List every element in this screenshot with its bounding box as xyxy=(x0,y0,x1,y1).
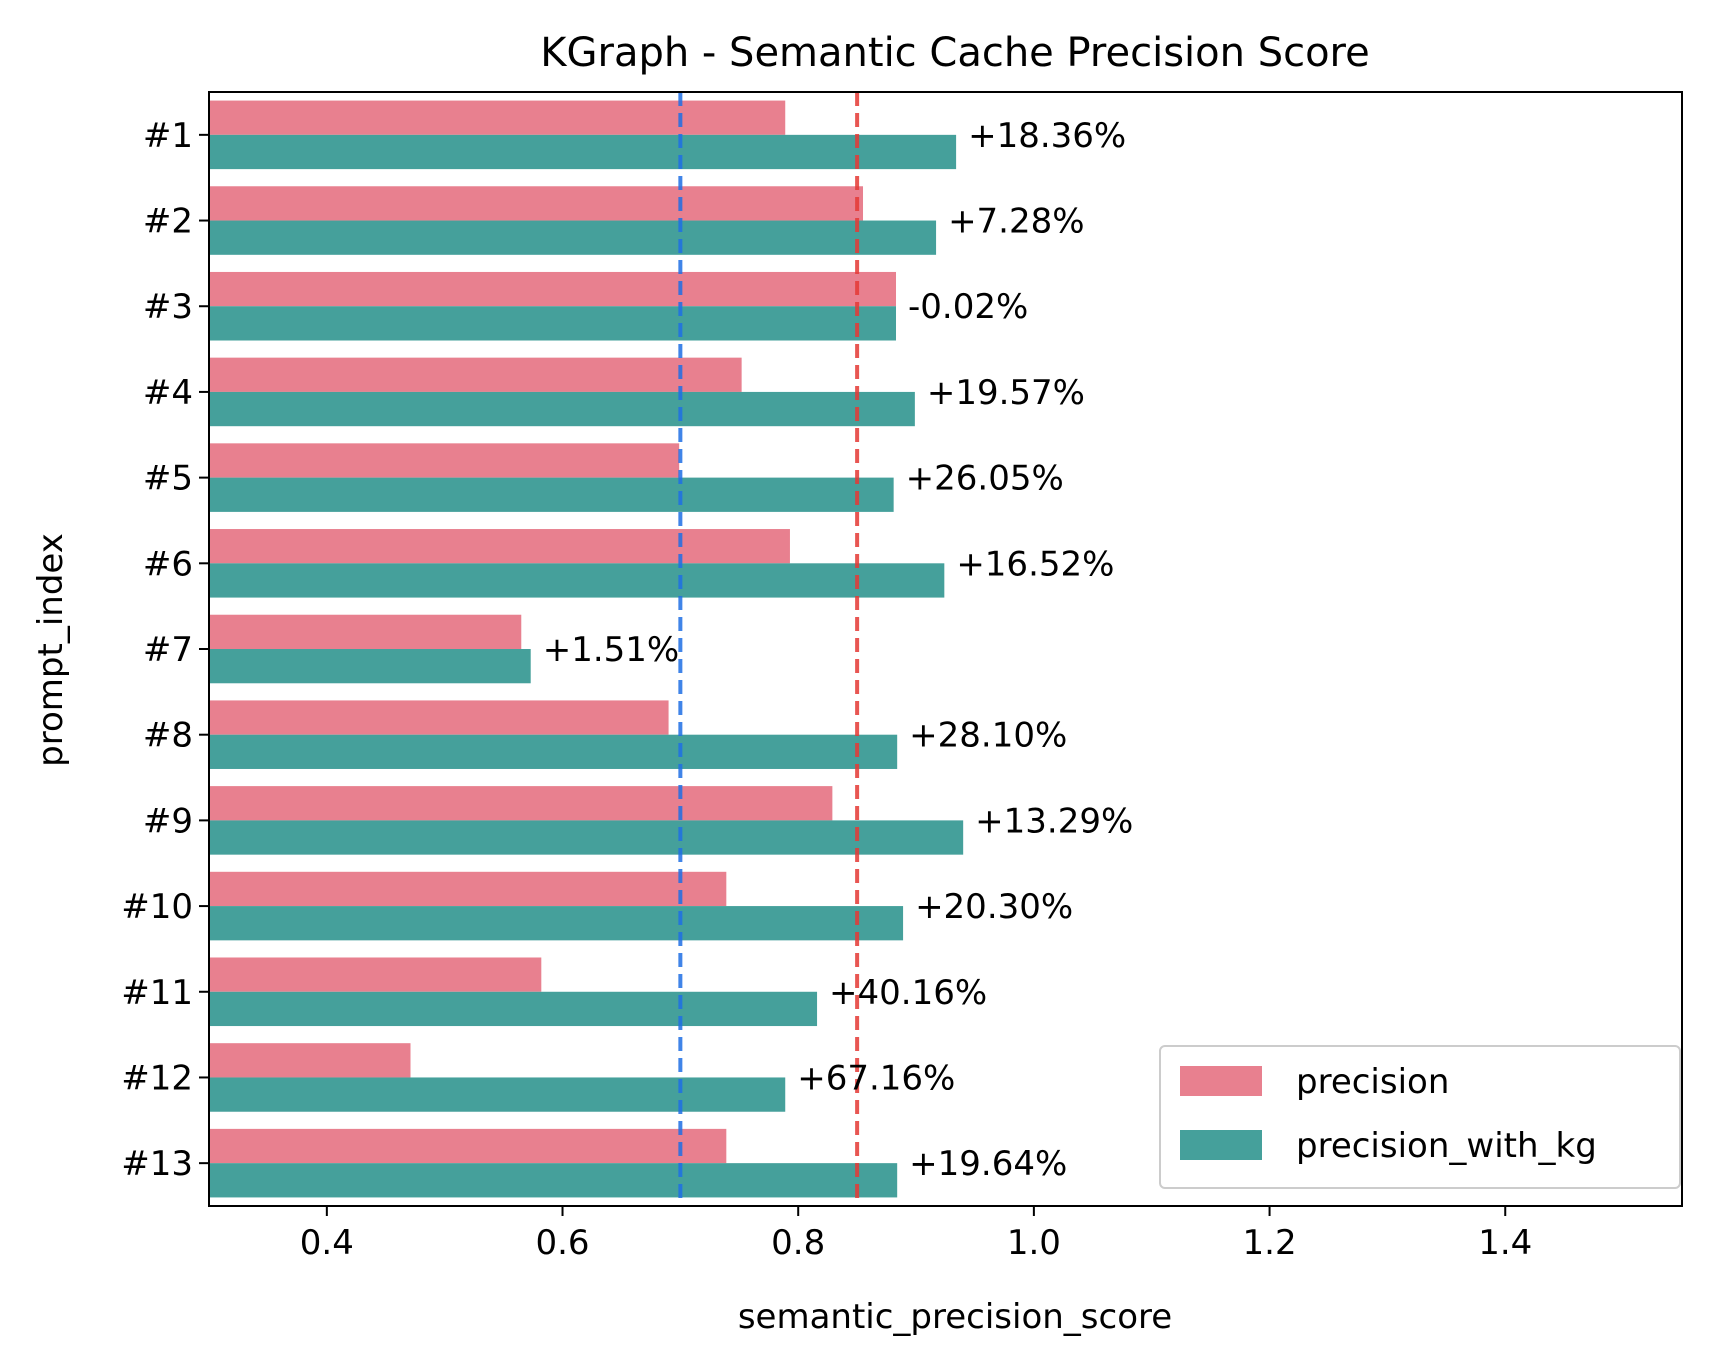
bar-precision-with-kg-3 xyxy=(209,306,897,341)
bar-precision-10 xyxy=(209,871,727,907)
bar-precision-with-kg-12 xyxy=(209,1077,786,1112)
y-axis: #1 #2 #3 #4 #5 #6 #7 #8 #9 #10 #11 #12 #13 xyxy=(121,116,209,1184)
annotation-label: +40.16% xyxy=(829,973,987,1013)
y-tick-label: #5 xyxy=(143,459,193,499)
reference-lines-layer xyxy=(678,92,860,1206)
bar-precision-1 xyxy=(209,100,786,135)
annotation-label: +7.28% xyxy=(948,202,1084,242)
y-tick-label: #11 xyxy=(121,973,193,1013)
y-tick-label: #7 xyxy=(143,630,193,670)
legend-box xyxy=(1159,1045,1681,1189)
y-tick-label: #6 xyxy=(143,544,193,584)
bar-precision-5 xyxy=(209,443,680,478)
bar-precision-4 xyxy=(209,357,742,392)
y-tick-label: #3 xyxy=(143,287,193,327)
bar-precision-with-kg-9 xyxy=(209,820,964,855)
bar-precision-with-kg-4 xyxy=(209,391,915,427)
annotation-label: +16.52% xyxy=(956,544,1114,584)
annotation-label: +18.36% xyxy=(968,116,1126,156)
legend-swatch-precision xyxy=(1180,1066,1262,1096)
y-tick-label: #9 xyxy=(143,801,193,841)
bar-precision-6 xyxy=(209,529,790,564)
annotation-label: +20.30% xyxy=(915,887,1073,927)
bar-precision-9 xyxy=(209,786,833,821)
x-tick-label: 0.4 xyxy=(300,1223,354,1263)
annotation-label: -0.02% xyxy=(908,287,1028,327)
y-tick-label: #13 xyxy=(121,1144,193,1184)
legend-swatch-precision-with-kg xyxy=(1180,1130,1262,1160)
bar-precision-8 xyxy=(209,700,669,735)
y-tick-label: #1 xyxy=(143,116,193,156)
y-tick-label: #8 xyxy=(143,716,193,756)
bar-precision-3 xyxy=(209,271,897,307)
x-axis: 0.4 0.6 0.8 1.0 1.2 1.4 xyxy=(300,1206,1532,1263)
y-tick-label: #2 xyxy=(143,202,193,242)
legend-label-precision-with-kg: precision_with_kg xyxy=(1296,1126,1597,1166)
bar-precision-with-kg-6 xyxy=(209,563,945,598)
x-tick-label: 1.0 xyxy=(1007,1223,1061,1263)
y-axis-label: prompt_index xyxy=(31,533,71,767)
bar-precision-with-kg-7 xyxy=(209,649,531,684)
bar-precision-with-kg-8 xyxy=(209,734,898,769)
chart-title: KGraph - Semantic Cache Precision Score xyxy=(540,30,1369,76)
annotation-label: +13.29% xyxy=(975,801,1133,841)
y-tick-label: #12 xyxy=(121,1058,193,1098)
bar-precision-2 xyxy=(209,186,864,221)
annotations-layer: +18.36% +7.28% -0.02% +19.57% +26.05% +16.52%… xyxy=(543,116,1134,1184)
annotation-label: +1.51% xyxy=(543,630,680,670)
x-tick-label: 0.6 xyxy=(535,1223,589,1263)
annotation-label: +26.05% xyxy=(906,459,1064,499)
bar-precision-with-kg-13 xyxy=(209,1163,898,1198)
bars-layer xyxy=(209,100,964,1198)
legend-label-precision: precision xyxy=(1296,1062,1449,1102)
legend: precision precision_with_kg xyxy=(1159,1045,1681,1189)
x-tick-label: 1.2 xyxy=(1243,1223,1297,1263)
annotation-label: +67.16% xyxy=(797,1058,955,1098)
x-axis-label: semantic_precision_score xyxy=(738,1297,1172,1337)
bar-precision-11 xyxy=(209,957,542,992)
bar-precision-12 xyxy=(209,1043,411,1078)
y-tick-label: #4 xyxy=(143,373,193,413)
bar-precision-13 xyxy=(209,1128,727,1164)
annotation-label: +19.64% xyxy=(909,1144,1067,1184)
annotation-label: +28.10% xyxy=(909,716,1067,756)
y-tick-label: #10 xyxy=(121,887,193,927)
bar-precision-7 xyxy=(209,614,522,649)
plot-frame xyxy=(208,91,1683,1207)
annotation-label: +19.57% xyxy=(927,373,1085,413)
bar-precision-with-kg-11 xyxy=(209,991,818,1027)
bar-precision-with-kg-2 xyxy=(209,220,937,255)
x-tick-label: 1.4 xyxy=(1478,1223,1532,1263)
bar-precision-with-kg-10 xyxy=(209,906,904,941)
x-tick-label: 0.8 xyxy=(771,1223,825,1263)
bar-precision-with-kg-5 xyxy=(209,477,894,512)
bar-precision-with-kg-1 xyxy=(209,134,957,170)
